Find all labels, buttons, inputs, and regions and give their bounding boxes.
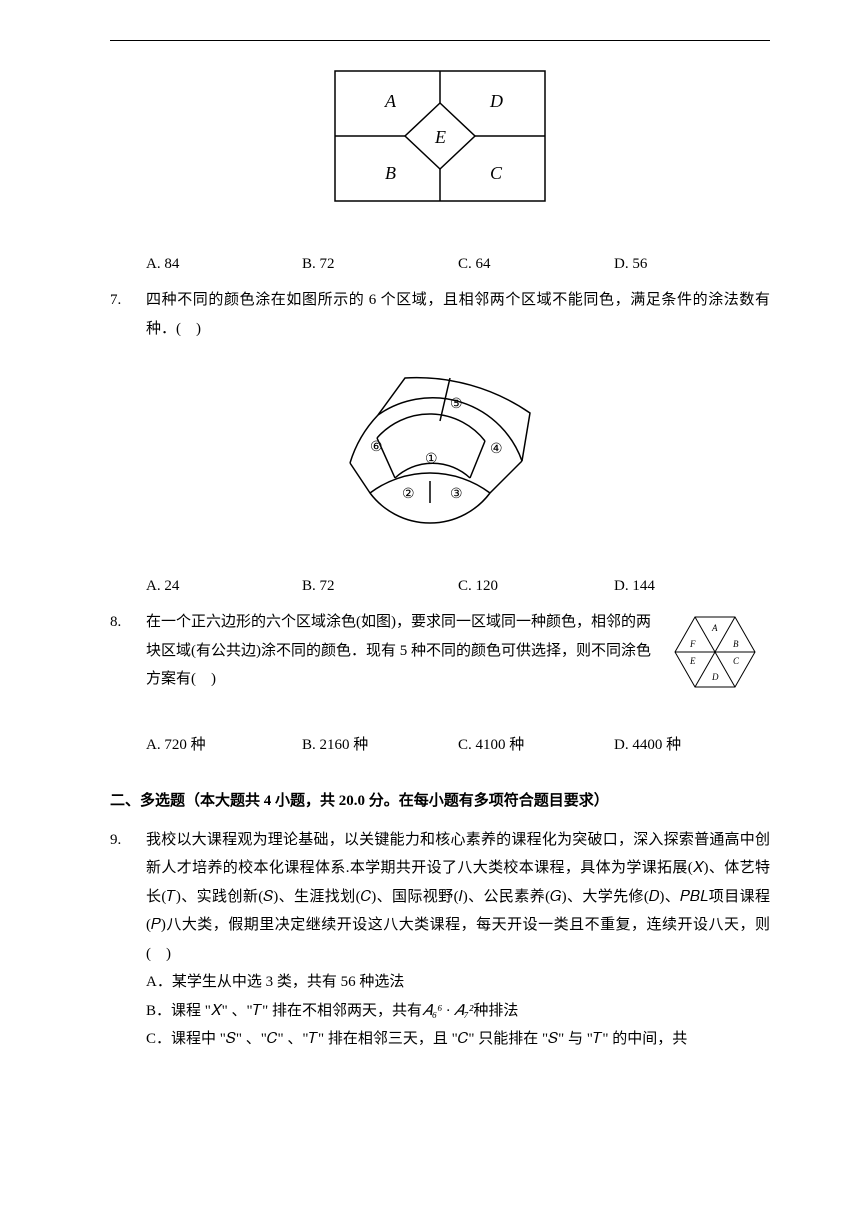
q8-text-l1: 在一个正六边形的六个区域涂色(如图)，要求同一区域同一种颜色，相邻的两	[146, 608, 664, 637]
q9-optB-formula: 𝐴₆⁶ · 𝐴₇²	[422, 1003, 473, 1019]
q8-text-l2: 块区域(有公共边)涂不同的颜色．现有 5 种不同的颜色可供选择，则不同涂色	[146, 637, 664, 666]
q7-choice-D: D. 144	[614, 572, 770, 601]
q8-num: 8.	[110, 608, 146, 703]
q6-label-B: B	[385, 163, 396, 183]
q7-label-4: ④	[490, 442, 503, 457]
q8-label-F: F	[689, 639, 696, 649]
q7-choices: A. 24 B. 72 C. 120 D. 144	[146, 572, 770, 601]
q8-label-B: B	[733, 639, 739, 649]
q7-label-2: ②	[402, 487, 415, 502]
q7-choice-A: A. 24	[146, 572, 302, 601]
q8-label-C: C	[733, 656, 740, 666]
q9-optB-post: 种排法	[473, 1003, 518, 1019]
q6-choices: A. 84 B. 72 C. 64 D. 56	[146, 250, 770, 279]
q6-choice-B: B. 72	[302, 250, 458, 279]
q8-label-E: E	[689, 656, 696, 666]
q6-choice-C: C. 64	[458, 250, 614, 279]
q6-svg: A D B C E	[325, 61, 555, 211]
q7-num: 7.	[110, 286, 146, 343]
q7-figure: ① ② ③ ④ ⑤ ⑥	[110, 363, 770, 544]
section2-title: 二、多选题（本大题共 4 小题，共 20.0 分。在每小题有多项符合题目要求）	[110, 787, 770, 816]
q9-num: 9.	[110, 826, 146, 1054]
q8-choice-C: C. 4100 种	[458, 731, 614, 760]
q9-text: 我校以大课程观为理论基础，以关键能力和核心素养的课程化为突破口，深入探索普通高中…	[146, 826, 770, 969]
q8-choice-A: A. 720 种	[146, 731, 302, 760]
q9-optA: A．某学生从中选 3 类，共有 56 种选法	[146, 968, 770, 997]
q6-label-A: A	[384, 91, 397, 111]
q9-optB: B．课程 "𝑋" 、"𝑇" 排在不相邻两天，共有𝐴₆⁶ · 𝐴₇²种排法	[146, 997, 770, 1026]
q8-text-l3: 方案有( )	[146, 665, 664, 694]
top-rule	[110, 40, 770, 41]
q6-label-C: C	[490, 163, 503, 183]
q8-figure: A B C D E F	[670, 612, 770, 703]
q8-choices: A. 720 种 B. 2160 种 C. 4100 种 D. 4400 种	[146, 731, 770, 760]
q6-label-D: D	[489, 91, 503, 111]
q9-optB-pre: B．课程 "𝑋" 、"𝑇" 排在不相邻两天，共有	[146, 1003, 422, 1019]
q7-text: 四种不同的颜色涂在如图所示的 6 个区域，且相邻两个区域不能同色，满足条件的涂法…	[146, 286, 770, 343]
q6-choice-D: D. 56	[614, 250, 770, 279]
q7-label-6: ⑥	[370, 440, 383, 455]
q8-svg: A B C D E F	[670, 612, 760, 692]
q8-label-D: D	[711, 672, 719, 682]
q9-optC: C．课程中 "𝑆" 、"𝐶" 、"𝑇" 排在相邻三天，且 "𝐶" 只能排在 "𝑆…	[146, 1025, 770, 1054]
q7-label-3: ③	[450, 487, 463, 502]
q7: 7. 四种不同的颜色涂在如图所示的 6 个区域，且相邻两个区域不能同色，满足条件…	[110, 286, 770, 343]
q6-label-E: E	[434, 127, 446, 147]
q7-choice-C: C. 120	[458, 572, 614, 601]
q6-figure: A D B C E	[110, 61, 770, 222]
q6-choice-A: A. 84	[146, 250, 302, 279]
q7-choice-B: B. 72	[302, 572, 458, 601]
q7-label-1: ①	[425, 452, 438, 467]
q7-svg: ① ② ③ ④ ⑤ ⑥	[310, 363, 570, 533]
q7-label-5: ⑤	[450, 397, 463, 412]
q8-choice-B: B. 2160 种	[302, 731, 458, 760]
q8: 8. 在一个正六边形的六个区域涂色(如图)，要求同一区域同一种颜色，相邻的两 块…	[110, 608, 770, 703]
q8-choice-D: D. 4400 种	[614, 731, 770, 760]
q8-label-A: A	[711, 623, 718, 633]
q9: 9. 我校以大课程观为理论基础，以关键能力和核心素养的课程化为突破口，深入探索普…	[110, 826, 770, 1054]
